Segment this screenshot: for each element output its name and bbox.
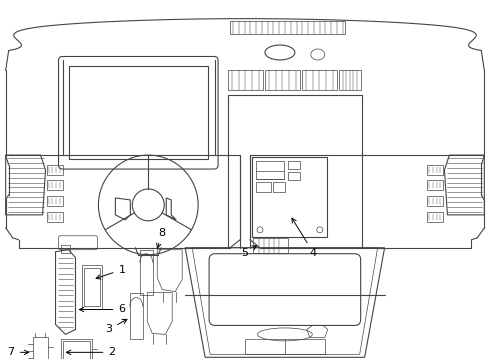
Text: 3: 3 bbox=[105, 319, 127, 334]
Text: 4: 4 bbox=[292, 218, 317, 258]
Text: 5: 5 bbox=[241, 246, 257, 258]
Bar bbox=[230, 21, 345, 33]
Bar bbox=[302, 71, 337, 90]
Bar bbox=[256, 182, 271, 192]
Bar bbox=[61, 339, 93, 360]
Bar bbox=[339, 71, 361, 90]
Bar bbox=[253, 238, 288, 253]
Bar bbox=[82, 265, 102, 309]
Bar bbox=[47, 165, 63, 175]
Bar bbox=[256, 161, 284, 179]
Bar bbox=[427, 165, 443, 175]
Bar bbox=[273, 182, 285, 192]
Bar bbox=[288, 172, 300, 180]
Text: 6: 6 bbox=[79, 305, 125, 315]
Bar bbox=[61, 245, 71, 253]
Bar bbox=[245, 339, 325, 354]
Bar bbox=[130, 293, 143, 339]
Bar bbox=[63, 341, 91, 360]
Text: 7: 7 bbox=[7, 347, 29, 357]
Bar bbox=[427, 196, 443, 206]
Bar bbox=[427, 212, 443, 222]
Text: 2: 2 bbox=[66, 347, 116, 357]
Bar bbox=[47, 212, 63, 222]
Bar bbox=[84, 268, 100, 306]
Bar bbox=[288, 161, 300, 169]
Bar bbox=[427, 180, 443, 190]
Text: 1: 1 bbox=[96, 265, 125, 279]
Text: 8: 8 bbox=[157, 228, 166, 248]
Bar bbox=[47, 180, 63, 190]
Bar bbox=[228, 71, 263, 90]
Bar bbox=[140, 250, 153, 294]
Bar bbox=[252, 157, 327, 237]
Bar bbox=[33, 337, 48, 360]
Bar bbox=[69, 67, 208, 159]
Bar bbox=[47, 196, 63, 206]
Bar bbox=[265, 71, 300, 90]
